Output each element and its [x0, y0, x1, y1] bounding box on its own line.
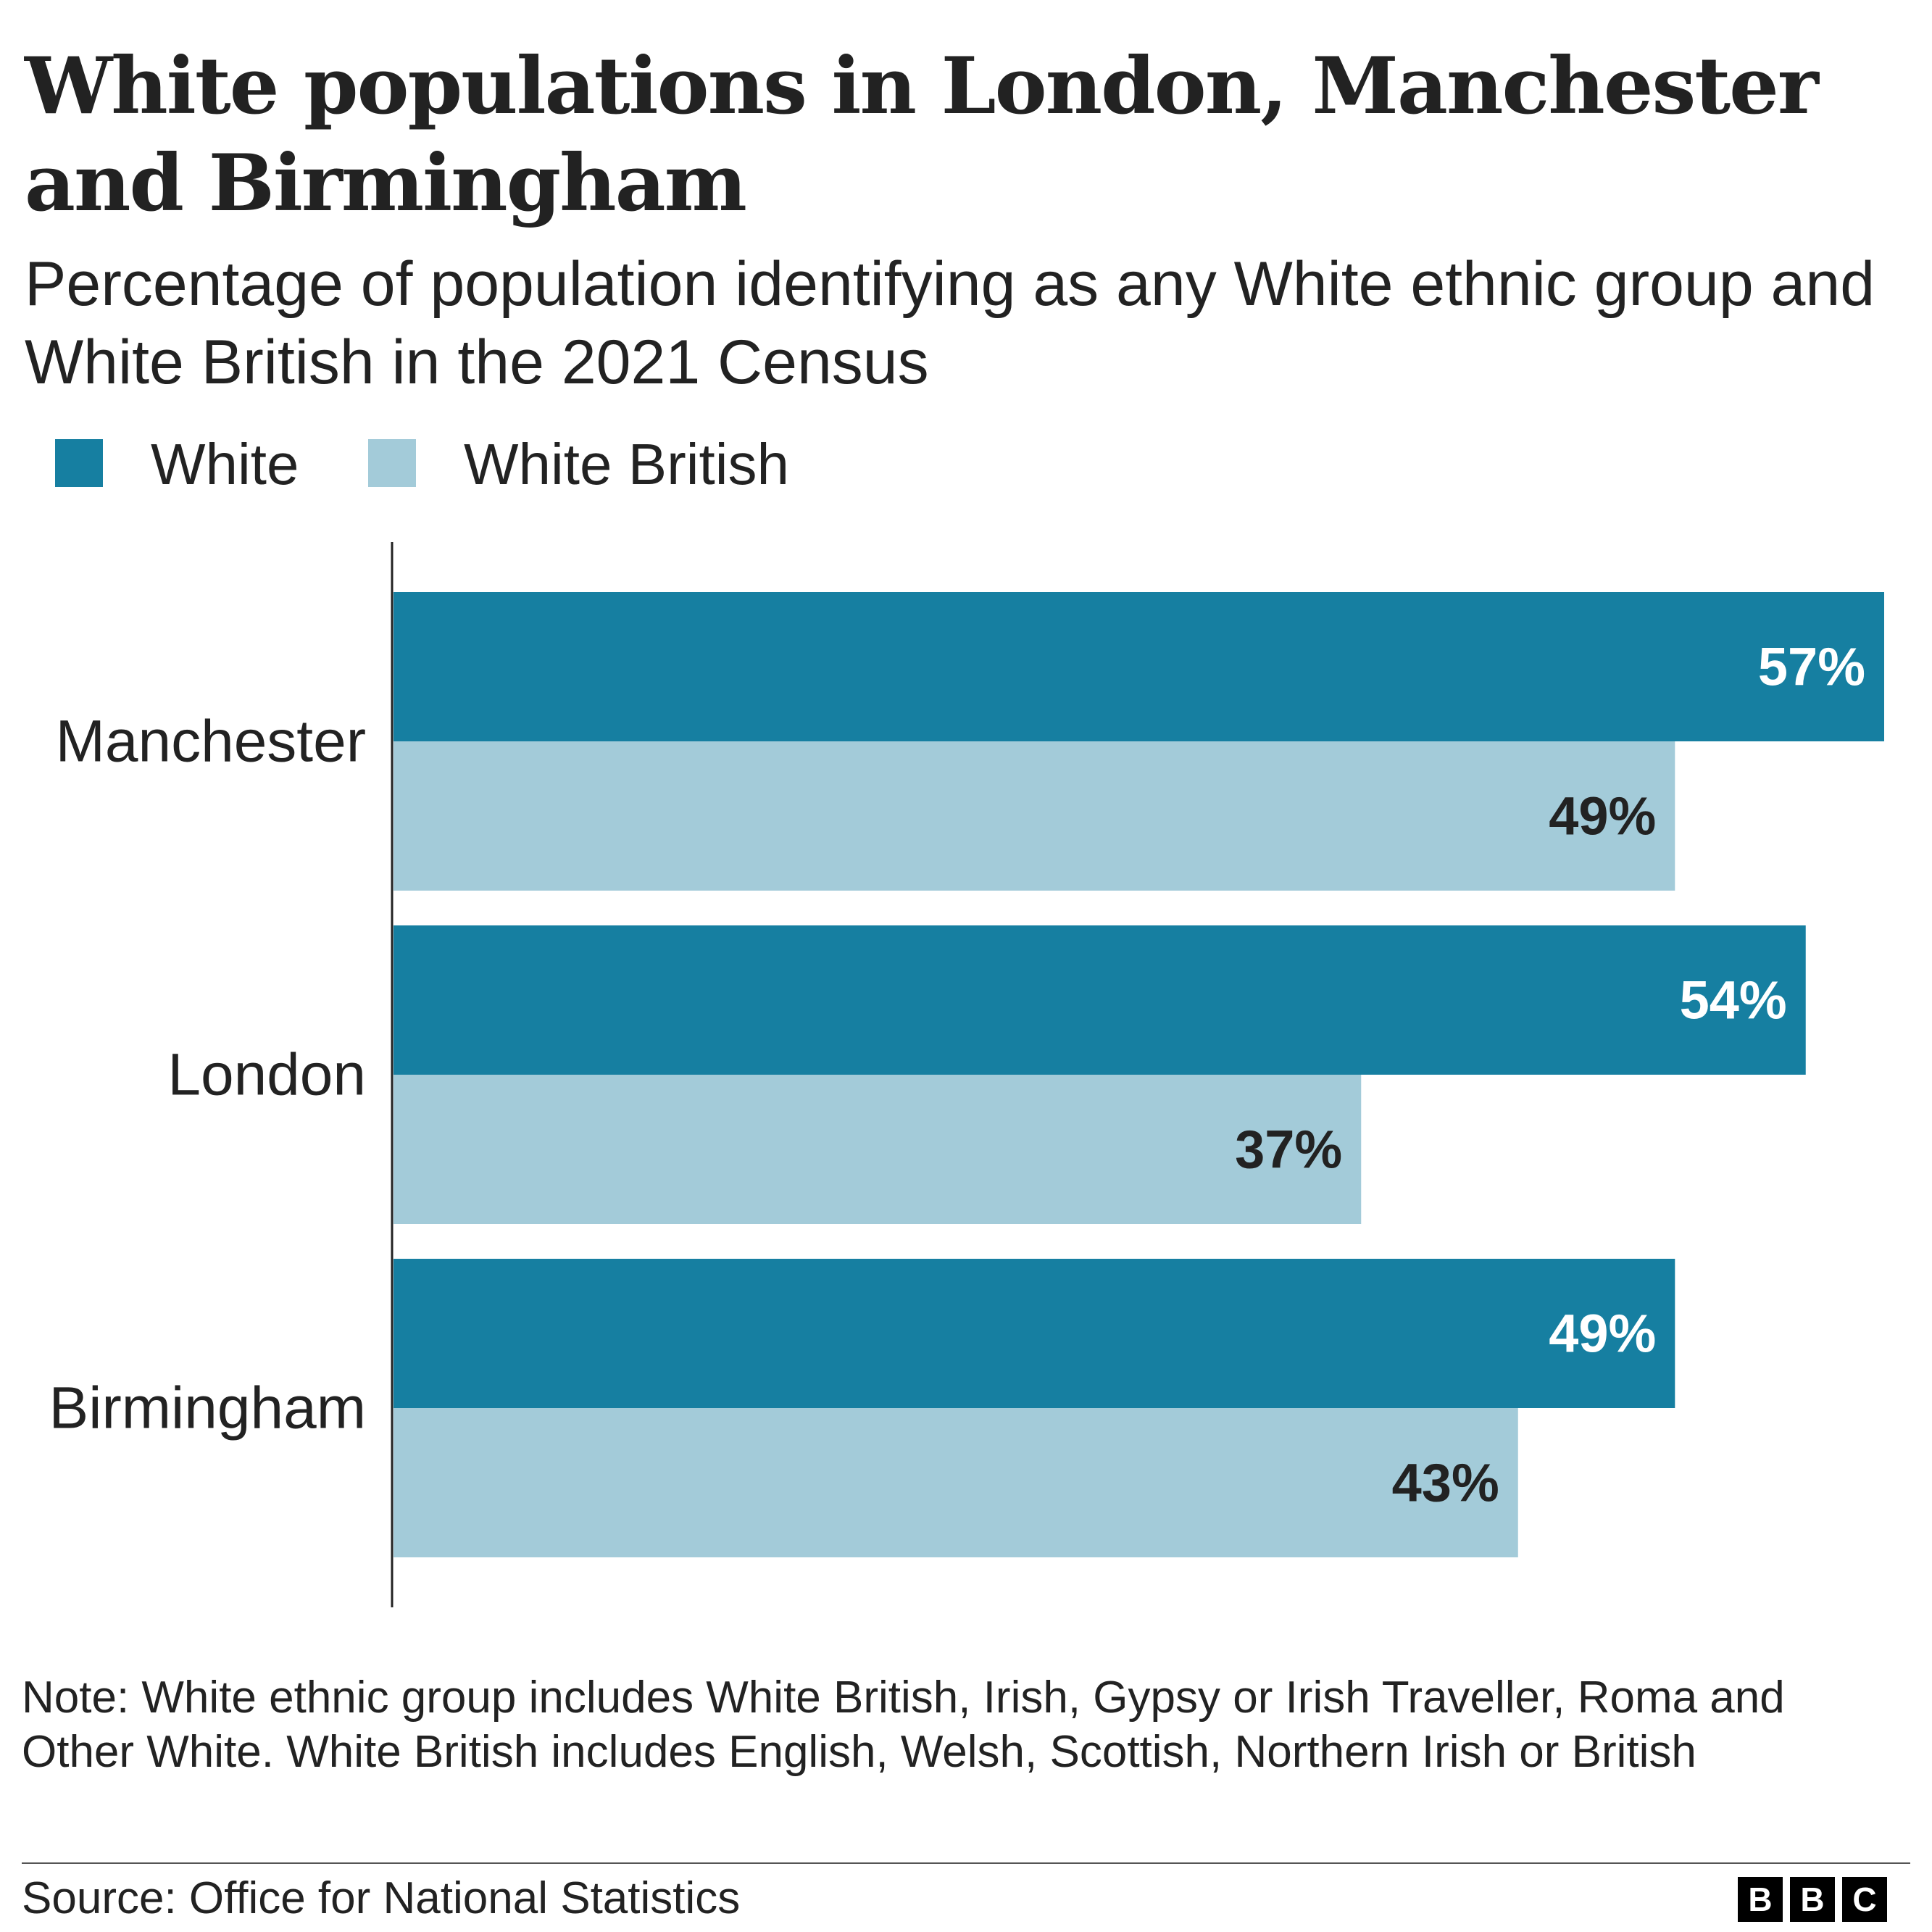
category-label: London	[167, 1042, 366, 1108]
chart-title: White populations in London, Manchester …	[25, 41, 1819, 229]
bar-white	[394, 592, 1884, 741]
legend-swatch-white	[55, 439, 103, 487]
bar-chart: Manchester 57% 49% London 54% 37% Birmingham 49…	[49, 542, 1884, 1607]
bar-white	[394, 1259, 1675, 1408]
bar-white-british	[394, 741, 1675, 891]
legend-label-white-british: White British	[464, 432, 789, 496]
data-label: 57%	[1758, 637, 1865, 697]
category-label: Birmingham	[49, 1375, 366, 1441]
footer-divider	[22, 1862, 1910, 1864]
legend-label-white: White	[151, 432, 299, 496]
bbc-logo-block: B	[1790, 1877, 1835, 1922]
bar-white-british	[394, 1075, 1362, 1224]
legend-swatch-white-british	[368, 439, 416, 487]
bbc-logo-block: B	[1738, 1877, 1783, 1922]
data-label: 54%	[1680, 970, 1787, 1030]
chart-note: Note: White ethnic group includes White …	[22, 1673, 1785, 1777]
bbc-logo: B B C	[1738, 1877, 1887, 1922]
chart-subtitle: Percentage of population identifying as …	[25, 249, 1875, 397]
data-label: 49%	[1549, 786, 1656, 846]
bar-white	[394, 925, 1806, 1075]
data-label: 37%	[1235, 1120, 1342, 1180]
data-label: 49%	[1549, 1304, 1656, 1364]
bbc-logo-block: C	[1842, 1877, 1887, 1922]
category-label: Manchester	[56, 709, 366, 775]
bar-white-british	[394, 1408, 1518, 1557]
data-label: 43%	[1392, 1453, 1499, 1513]
chart-source: Source: Office for National Statistics	[22, 1873, 741, 1923]
